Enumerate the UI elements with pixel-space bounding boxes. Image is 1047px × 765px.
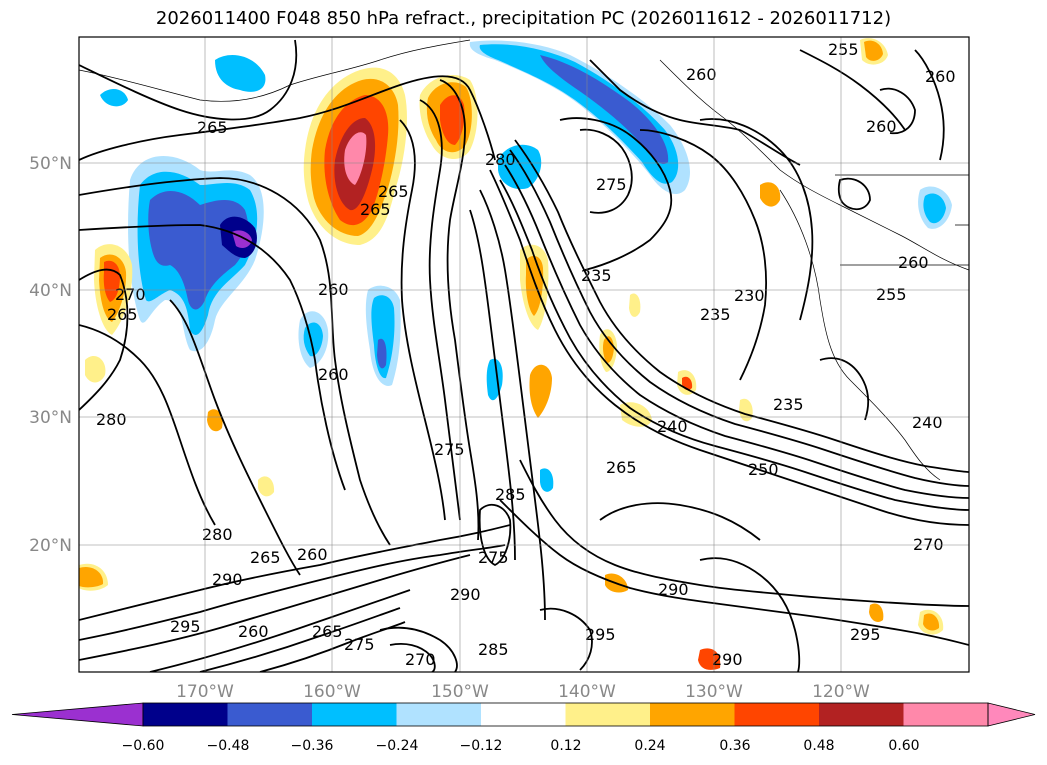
lon-label: 160°W	[303, 682, 361, 702]
lon-label: 170°W	[176, 682, 234, 702]
colorbar-segment	[565, 703, 651, 726]
contour-label: 270	[913, 535, 944, 554]
gridlines	[79, 37, 969, 672]
refractivity-contours	[79, 39, 969, 672]
colorbar-segment	[396, 703, 482, 726]
colorbar-tick-label: 0.60	[888, 738, 919, 754]
colorbar-frame	[142, 702, 989, 727]
colorbar-extend-low	[11, 702, 144, 727]
colorbar-tick-label: 0.48	[803, 738, 834, 754]
contour-label: 260	[318, 365, 349, 384]
colorbar	[11, 702, 1036, 727]
contour-label: 290	[450, 585, 481, 604]
colorbar-tick-label: −0.60	[122, 738, 165, 754]
colorbar-segment	[312, 703, 397, 726]
contour-label: 290	[212, 570, 243, 589]
lon-label: 150°W	[431, 682, 489, 702]
lat-label: 30°N	[29, 408, 72, 428]
precipitation-fill	[79, 38, 952, 670]
contour-label: 230	[734, 286, 765, 305]
plot-frame	[78, 36, 970, 673]
lat-label: 20°N	[29, 536, 72, 556]
contour-label: 260	[318, 280, 349, 299]
lon-label: 120°W	[812, 682, 870, 702]
plot-area	[79, 37, 969, 672]
contour-label: 280	[485, 150, 516, 169]
colorbar-segment	[903, 703, 989, 726]
colorbar-tick-label: 0.12	[550, 738, 581, 754]
contour-label: 260	[297, 545, 328, 564]
contour-label: 235	[773, 395, 804, 414]
latitude-labels: 50°N 40°N 30°N 20°N	[29, 154, 72, 556]
contour-label: 260	[238, 622, 269, 641]
contour-label: 275	[478, 548, 509, 567]
contour-label: 255	[828, 40, 859, 59]
longitude-labels: 170°W 160°W 150°W 140°W 130°W 120°W	[176, 682, 870, 702]
colorbar-segment	[819, 703, 904, 726]
colorbar-segment	[734, 703, 820, 726]
contour-label: 275	[596, 175, 627, 194]
contour-label: 260	[898, 253, 929, 272]
contour-label: 250	[748, 460, 779, 479]
contour-label: 235	[581, 266, 612, 285]
contour-label: 265	[378, 182, 409, 201]
contour-label: 265	[197, 118, 228, 137]
contour-label: 295	[850, 625, 881, 644]
colorbar-tick-label: −0.12	[460, 738, 503, 754]
contour-label: 295	[170, 617, 201, 636]
contour-label: 260	[686, 65, 717, 84]
colorbar-extend-high	[987, 702, 1036, 727]
contour-label: 260	[866, 117, 897, 136]
contour-label: 265	[250, 548, 281, 567]
colorbar-tick-label: 0.24	[634, 738, 665, 754]
colorbar-tick-label: 0.36	[719, 738, 750, 754]
contour-label: 290	[658, 580, 689, 599]
colorbar-labels: −0.60 −0.48 −0.36 −0.24 −0.12 0.12 0.24 …	[122, 738, 920, 754]
colorbar-tick-label: −0.48	[207, 738, 250, 754]
contour-label: 255	[876, 285, 907, 304]
contour-label: 260	[925, 67, 956, 86]
contour-label: 285	[495, 485, 526, 504]
contour-label: 265	[606, 458, 637, 477]
contour-label: 270	[115, 285, 146, 304]
contour-label: 265	[360, 200, 391, 219]
contour-label: 280	[96, 410, 127, 429]
contour-label: 235	[700, 305, 731, 324]
colorbar-segment	[227, 703, 313, 726]
contour-label: 280	[202, 525, 233, 544]
colorbar-segment	[143, 703, 228, 726]
contour-labels: 265 260 255 260 265 280 275 265 260 270 …	[96, 40, 956, 669]
lat-label: 50°N	[29, 154, 72, 174]
contour-label: 265	[107, 305, 138, 324]
lon-label: 130°W	[685, 682, 743, 702]
contour-label: 240	[657, 417, 688, 436]
lat-label: 40°N	[29, 281, 72, 301]
contour-label: 290	[712, 650, 743, 669]
map-title: 2026011400 F048 850 hPa refract., precip…	[155, 8, 892, 29]
contour-label: 295	[585, 625, 616, 644]
contour-label: 265	[312, 622, 343, 641]
colorbar-segment	[650, 703, 735, 726]
contour-label: 240	[912, 413, 943, 432]
contour-label: 275	[344, 635, 375, 654]
contour-label: 285	[478, 640, 509, 659]
lon-label: 140°W	[558, 682, 616, 702]
colorbar-tick-label: −0.24	[376, 738, 419, 754]
contour-label: 270	[405, 650, 436, 669]
contour-label: 275	[434, 440, 465, 459]
colorbar-tick-label: −0.36	[291, 738, 334, 754]
colorbar-segment	[481, 703, 566, 726]
